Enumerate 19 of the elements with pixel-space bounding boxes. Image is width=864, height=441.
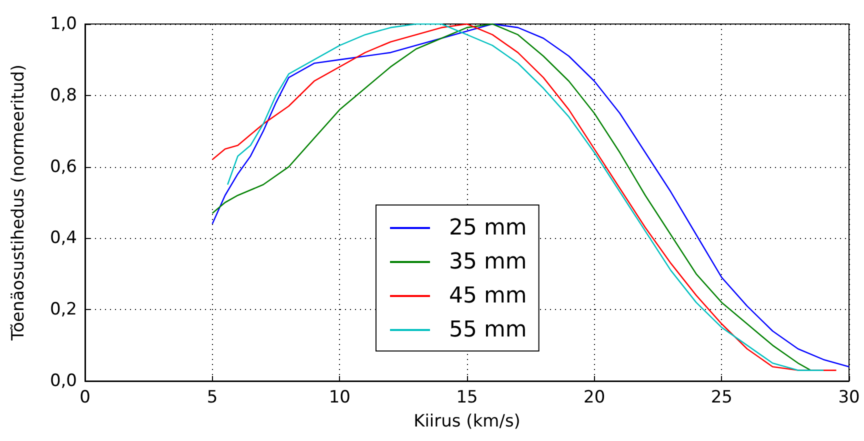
x-tick-label: 20 xyxy=(584,388,606,408)
x-tick-label: 5 xyxy=(206,388,218,408)
legend-label: 45 mm xyxy=(449,284,527,308)
y-axis-title: Tõenäosustihedus (normeeritud) xyxy=(8,64,28,342)
y-tick-label: 0,2 xyxy=(50,300,77,320)
x-tick-label: 0 xyxy=(80,388,90,408)
legend-label: 55 mm xyxy=(449,318,527,342)
y-tick-label: 0,4 xyxy=(50,228,77,248)
x-tick-label: 30 xyxy=(838,388,860,408)
y-tick-label: 1,0 xyxy=(50,14,77,34)
x-tick-label: 15 xyxy=(456,388,478,408)
y-tick-label: 0,8 xyxy=(50,85,77,106)
x-tick-label: 10 xyxy=(328,388,350,408)
legend-label: 35 mm xyxy=(449,250,527,274)
x-axis-title: Kiirus (km/s) xyxy=(414,412,520,432)
y-tick-label: 0,0 xyxy=(50,371,77,391)
x-tick-label: 25 xyxy=(710,388,732,408)
y-tick-label: 0,6 xyxy=(50,156,77,177)
legend-label: 25 mm xyxy=(449,216,527,240)
